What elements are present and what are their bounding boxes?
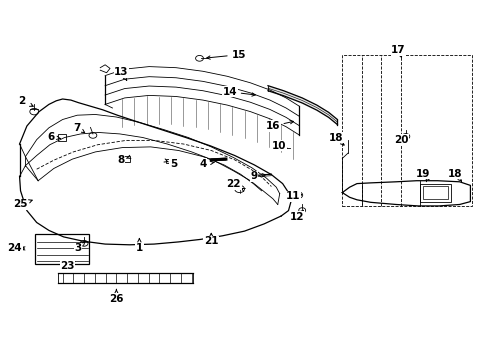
Text: 16: 16 — [265, 121, 280, 131]
Bar — [423, 186, 447, 199]
Text: 12: 12 — [289, 212, 304, 222]
Text: 23: 23 — [60, 261, 75, 271]
Text: 1: 1 — [136, 243, 142, 253]
Text: 22: 22 — [226, 179, 241, 189]
Text: 9: 9 — [250, 171, 257, 181]
Text: 2: 2 — [19, 96, 25, 106]
Text: 17: 17 — [390, 45, 405, 55]
Text: 7: 7 — [73, 123, 81, 133]
Text: 8: 8 — [118, 155, 124, 165]
Text: 18: 18 — [447, 168, 461, 179]
Bar — [121, 156, 130, 162]
Text: 11: 11 — [285, 191, 300, 201]
Text: 26: 26 — [109, 294, 123, 304]
Text: 6: 6 — [48, 132, 55, 142]
Text: 24: 24 — [7, 243, 22, 253]
Bar — [35, 234, 89, 264]
Text: 18: 18 — [328, 132, 343, 143]
Text: 3: 3 — [75, 243, 81, 253]
Bar — [58, 134, 65, 141]
Text: 5: 5 — [170, 159, 177, 169]
Text: 14: 14 — [222, 87, 237, 97]
Text: 4: 4 — [199, 159, 206, 169]
Text: 25: 25 — [13, 199, 28, 210]
Text: 13: 13 — [114, 67, 128, 77]
Bar — [166, 159, 172, 163]
Text: 19: 19 — [415, 168, 429, 179]
Bar — [342, 55, 471, 206]
Bar — [419, 184, 450, 202]
Text: 10: 10 — [271, 141, 285, 151]
Text: 15: 15 — [231, 50, 245, 60]
Text: 21: 21 — [203, 236, 218, 246]
Text: 20: 20 — [393, 135, 407, 145]
